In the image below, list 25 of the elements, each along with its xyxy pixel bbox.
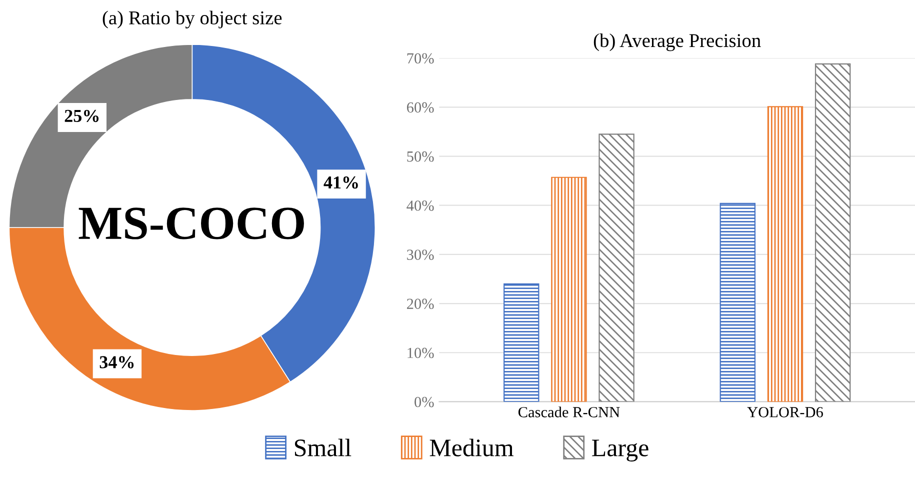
- data-label: 34%: [100, 356, 134, 368]
- y-tick-label: 70%: [407, 53, 434, 64]
- y-tick-label: 20%: [407, 298, 434, 310]
- legend-label: Small: [294, 438, 352, 456]
- x-tick-label: YOLOR-D6: [747, 407, 823, 418]
- text: MS-COCO: [78, 208, 304, 240]
- y-tick-label: 60%: [406, 102, 434, 113]
- y-tick-label: 50%: [407, 151, 434, 162]
- chart-title: (a) Ratio by object size: [102, 10, 282, 28]
- bar: [814, 63, 851, 402]
- legend-label: Medium: [430, 438, 514, 456]
- bar: [551, 176, 587, 402]
- data-label: 25%: [64, 110, 99, 122]
- x-tick-label: Cascade R-CNN: [518, 406, 620, 418]
- bar: [598, 134, 634, 402]
- bar: [767, 106, 804, 402]
- legend-label: Large: [592, 440, 648, 462]
- bar: [720, 202, 756, 402]
- y-tick-label: 0%: [414, 396, 434, 408]
- y-tick-label: 10%: [408, 348, 434, 358]
- y-tick-label: 30%: [407, 250, 434, 260]
- y-tick-label: 40%: [406, 200, 434, 211]
- bar: [504, 283, 540, 402]
- chart-title: (b) Average Precision: [594, 33, 761, 52]
- data-label: 41%: [324, 176, 358, 189]
